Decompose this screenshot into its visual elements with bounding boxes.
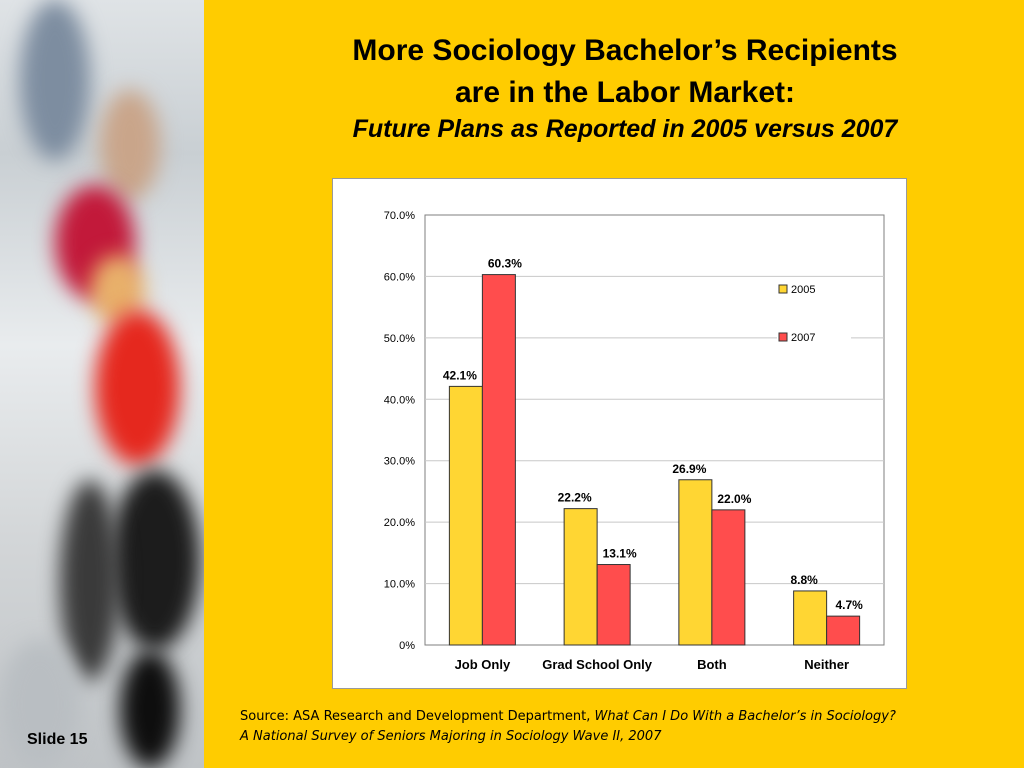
legend-swatch xyxy=(778,284,788,294)
source-prefix: Source: ASA Research and Development Dep… xyxy=(240,709,595,724)
y-tick-label: 20.0% xyxy=(384,517,415,529)
data-label: 22.0% xyxy=(717,492,751,506)
legend-item-bg xyxy=(777,281,851,297)
chart-panel: 0% 10.0% 20.0% 30.0% 40.0% 50.0% 60.0% 70.0% 42.… xyxy=(332,178,907,689)
bar-2005 xyxy=(793,590,828,646)
y-tick-label: 10.0% xyxy=(384,579,415,591)
legend-label: 2005 xyxy=(791,284,815,296)
data-label: 42.1% xyxy=(443,368,477,382)
x-tick-label: Job Only xyxy=(455,657,511,672)
x-tick-label: Neither xyxy=(804,657,849,672)
source-year: , 2007 xyxy=(620,729,662,744)
bar-2005 xyxy=(563,508,598,646)
legend-item-bg xyxy=(777,329,851,345)
bar-2007 xyxy=(711,509,746,646)
legend-label: 2007 xyxy=(791,332,815,344)
y-tick-label: 30.0% xyxy=(384,456,415,468)
y-tick-label: 40.0% xyxy=(384,394,415,406)
slide-title-line-2: are in the Labor Market: xyxy=(454,76,796,109)
source-title-1: What Can I Do With a Bachelor’s in Socio… xyxy=(594,709,896,724)
bar-2007 xyxy=(596,564,631,646)
bar-chart: 0% 10.0% 20.0% 30.0% 40.0% 50.0% 60.0% 70.0% 42.… xyxy=(384,210,885,672)
data-label: 4.7% xyxy=(835,598,863,612)
x-tick-label: Both xyxy=(697,657,727,672)
data-label: 60.3% xyxy=(488,257,522,271)
y-tick-label: 0% xyxy=(399,640,415,652)
data-label: 8.8% xyxy=(790,573,818,587)
slide-number: Slide 15 xyxy=(27,731,88,748)
data-label: 22.2% xyxy=(558,491,592,505)
source-title-2: A National Survey of Seniors Majoring in… xyxy=(240,729,621,744)
source-citation: Source: ASA Research and Development Dep… xyxy=(240,707,1000,747)
legend-swatch xyxy=(778,332,788,342)
y-tick-label: 60.0% xyxy=(384,271,415,283)
data-label: 26.9% xyxy=(672,462,706,476)
bar-2005 xyxy=(678,479,713,646)
bar-2005 xyxy=(448,385,483,646)
y-tick-label: 50.0% xyxy=(384,333,415,345)
bar-2007 xyxy=(826,615,861,646)
background-photo xyxy=(0,0,204,768)
y-tick-label: 70.0% xyxy=(384,210,415,222)
x-tick-label: Grad School Only xyxy=(542,657,653,672)
bar-2007 xyxy=(481,274,516,646)
data-label: 13.1% xyxy=(603,547,637,561)
slide-subtitle: Future Plans as Reported in 2005 versus … xyxy=(352,115,898,143)
slide-title-line-1: More Sociology Bachelor’s Recipients xyxy=(352,34,898,67)
